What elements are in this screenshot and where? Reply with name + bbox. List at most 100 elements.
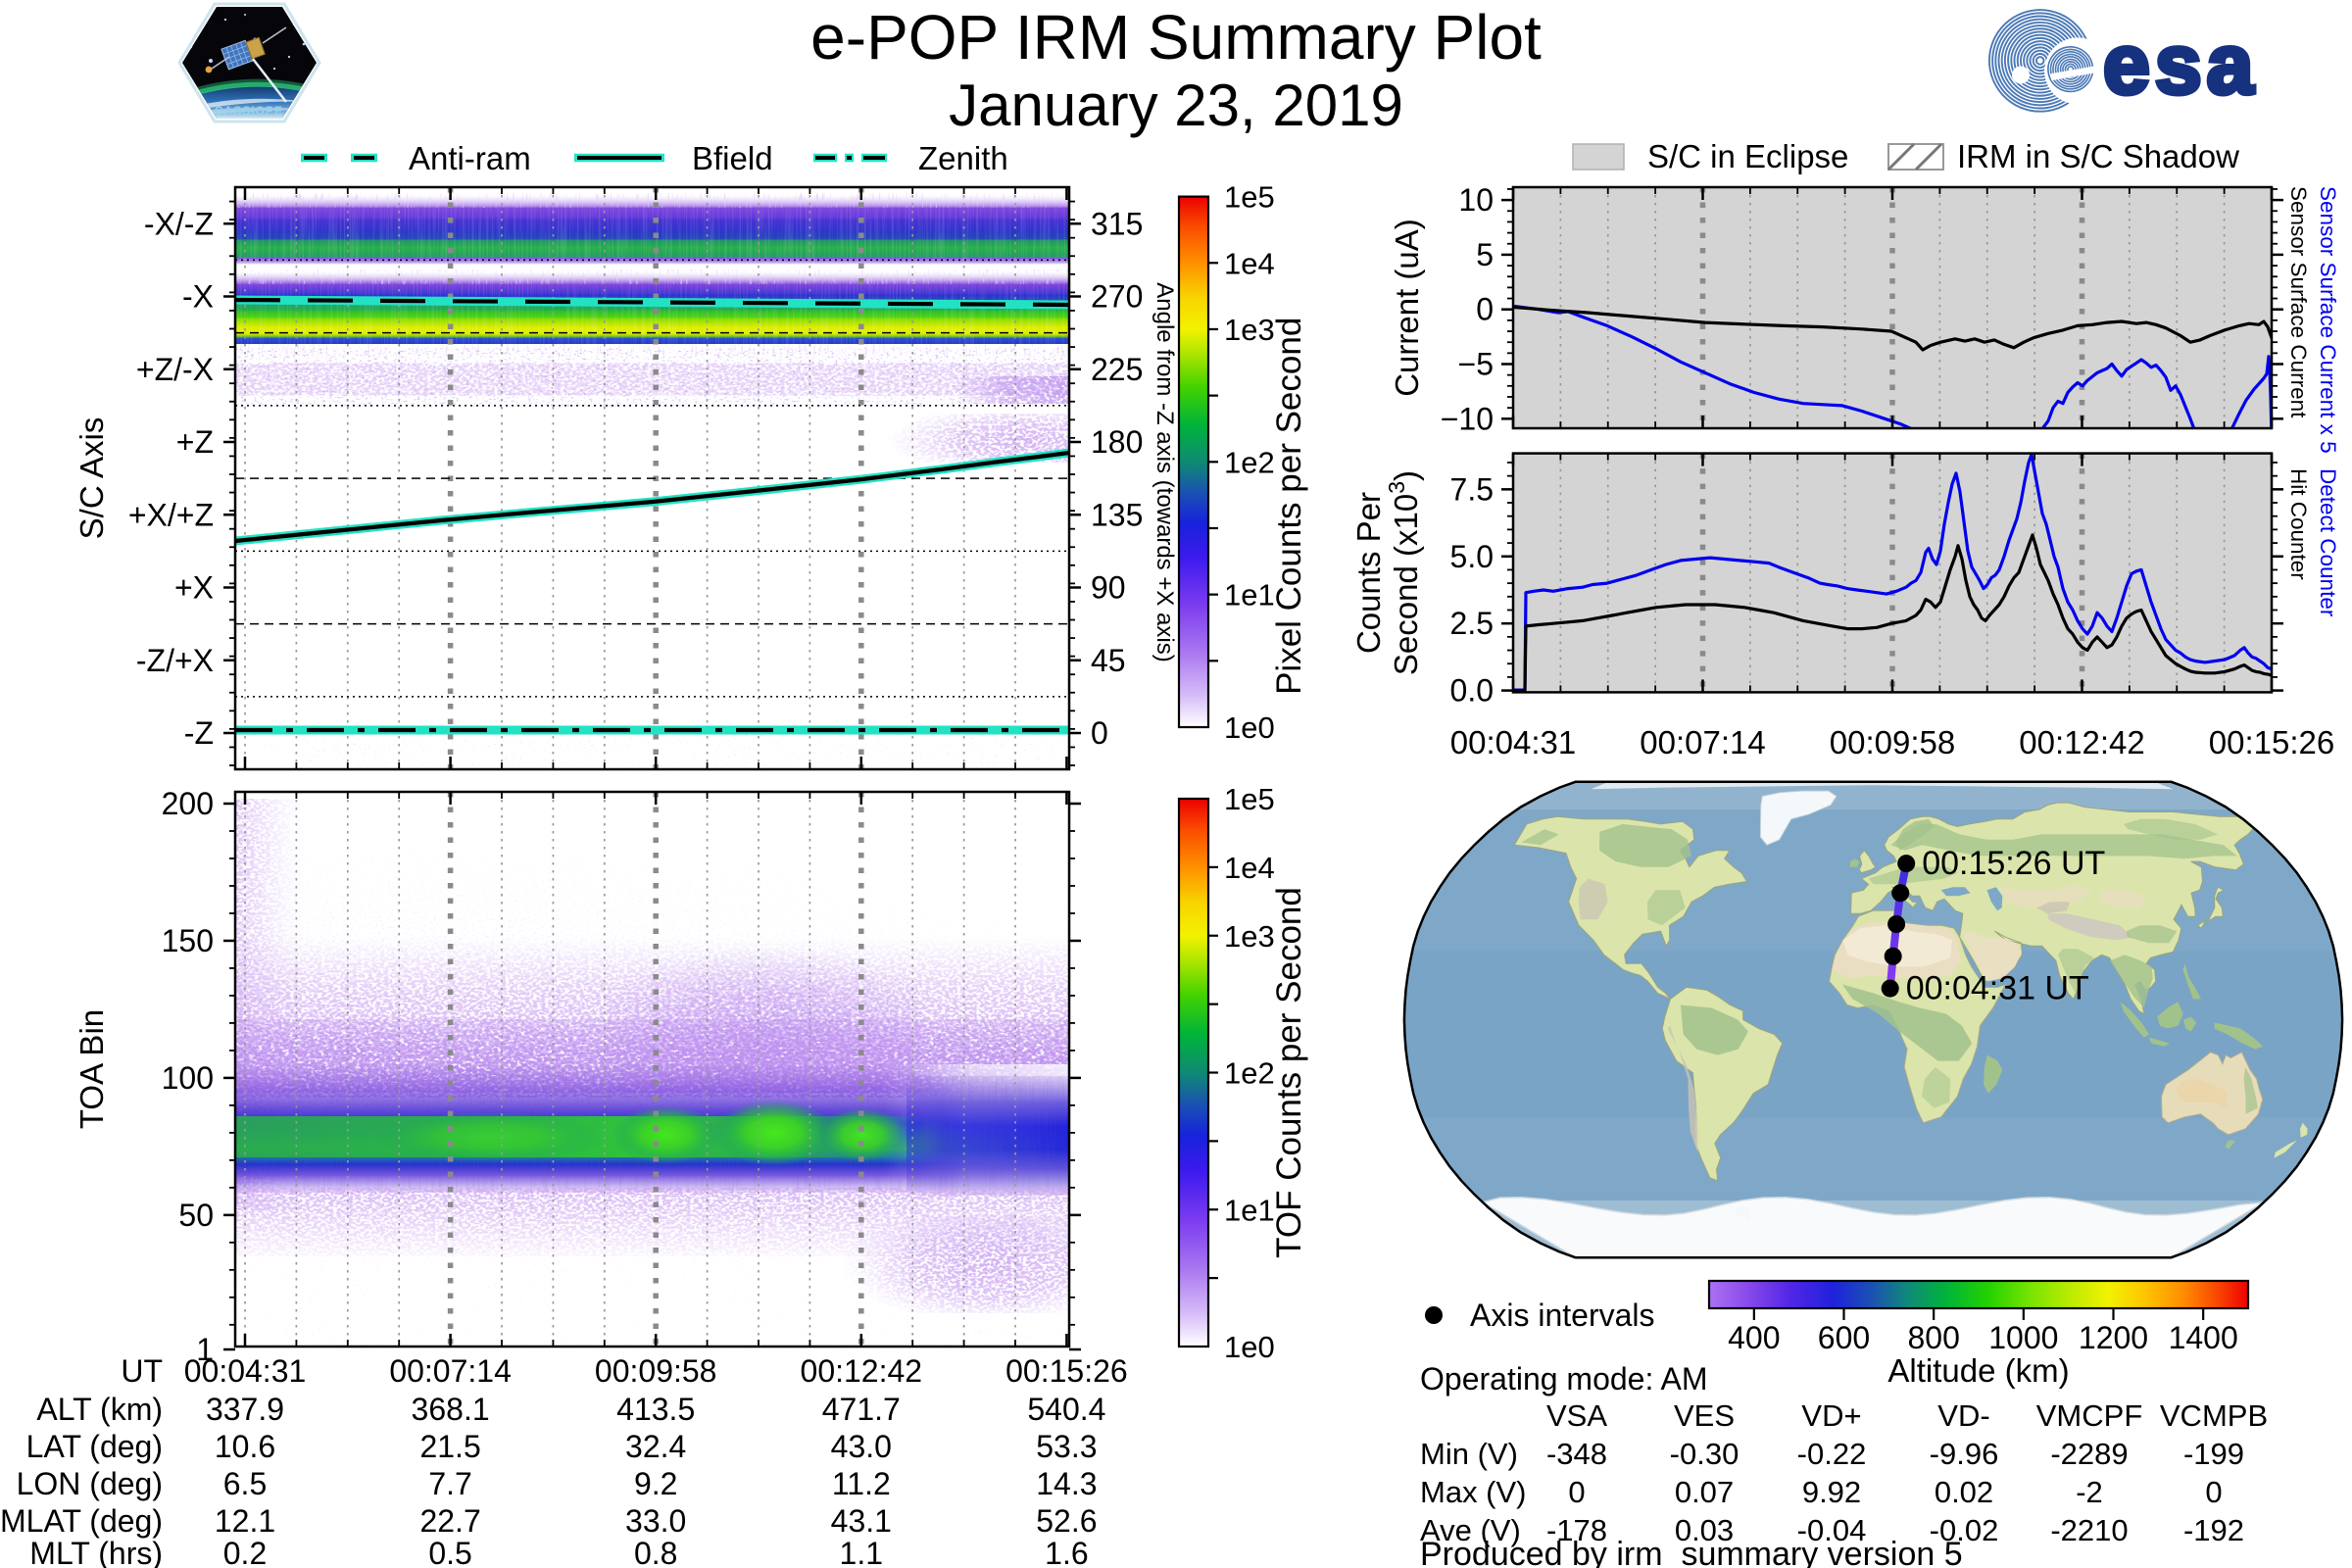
svg-text:TOA Bin: TOA Bin — [74, 1009, 110, 1129]
svg-text:S/C in Eclipse: S/C in Eclipse — [1647, 138, 1848, 174]
svg-text:200: 200 — [162, 786, 214, 821]
svg-text:January 23, 2019: January 23, 2019 — [949, 73, 1403, 138]
svg-text:Anti-ram: Anti-ram — [409, 140, 531, 176]
svg-text:1e2: 1e2 — [1224, 1056, 1275, 1091]
svg-text:Hit Counter: Hit Counter — [2286, 468, 2311, 580]
svg-text:Operating mode: AM: Operating mode: AM — [1420, 1361, 1707, 1396]
svg-text:-178: -178 — [1546, 1513, 1607, 1547]
svg-text:1e1: 1e1 — [1224, 578, 1275, 612]
svg-text:Bfield: Bfield — [692, 140, 773, 176]
svg-text:VMCPF: VMCPF — [2036, 1398, 2143, 1433]
svg-text:0.07: 0.07 — [1675, 1475, 1734, 1509]
svg-text:10: 10 — [1458, 182, 1494, 218]
svg-text:337.9: 337.9 — [206, 1392, 284, 1427]
svg-text:1.1: 1.1 — [840, 1536, 883, 1568]
svg-text:-199: -199 — [2183, 1437, 2244, 1471]
svg-text:-9.96: -9.96 — [1930, 1437, 1999, 1471]
svg-text:21.5: 21.5 — [419, 1429, 480, 1464]
svg-text:-348: -348 — [1546, 1437, 1607, 1471]
svg-text:150: 150 — [162, 923, 214, 958]
svg-text:+Z: +Z — [176, 424, 214, 460]
svg-text:0.5: 0.5 — [428, 1536, 471, 1568]
svg-text:0: 0 — [1091, 715, 1108, 751]
svg-text:MLT (hrs): MLT (hrs) — [29, 1536, 163, 1568]
svg-text:5: 5 — [1476, 237, 1494, 272]
svg-text:50: 50 — [178, 1198, 214, 1233]
svg-text:Min (V): Min (V) — [1420, 1437, 1518, 1471]
svg-text:33.0: 33.0 — [625, 1503, 686, 1539]
svg-text:0: 0 — [1568, 1475, 1585, 1509]
svg-text:Angle from -Z axis (towards +X: Angle from -Z axis (towards +X axis) — [1152, 282, 1178, 662]
svg-text:7.7: 7.7 — [428, 1466, 471, 1501]
svg-text:LON (deg): LON (deg) — [17, 1466, 163, 1501]
svg-text:-X: -X — [182, 279, 214, 315]
svg-text:00:12:42: 00:12:42 — [2019, 724, 2144, 760]
svg-text:MLAT (deg): MLAT (deg) — [0, 1503, 163, 1539]
svg-text:00:07:14: 00:07:14 — [389, 1353, 512, 1389]
svg-text:+Z/-X: +Z/-X — [136, 352, 214, 387]
svg-text:9.92: 9.92 — [1802, 1475, 1861, 1509]
svg-text:-0.22: -0.22 — [1797, 1437, 1867, 1471]
svg-text:471.7: 471.7 — [822, 1392, 901, 1427]
svg-text:43.1: 43.1 — [831, 1503, 892, 1539]
svg-text:Second (x103): Second (x103) — [1384, 470, 1424, 675]
svg-text:00:15:26: 00:15:26 — [1005, 1353, 1128, 1389]
svg-text:VSA: VSA — [1546, 1398, 1607, 1433]
svg-text:00:12:42: 00:12:42 — [801, 1353, 923, 1389]
svg-text:0.0: 0.0 — [1450, 673, 1494, 709]
svg-text:00:09:58: 00:09:58 — [1830, 724, 1955, 760]
svg-text:1e4: 1e4 — [1224, 246, 1275, 280]
svg-text:540.4: 540.4 — [1027, 1392, 1105, 1427]
svg-text:LAT (deg): LAT (deg) — [26, 1429, 163, 1464]
svg-text:1400: 1400 — [2169, 1320, 2238, 1355]
svg-text:VES: VES — [1674, 1398, 1735, 1433]
svg-text:0.2: 0.2 — [223, 1536, 267, 1568]
svg-text:TOF Counts per Second: TOF Counts per Second — [1270, 887, 1308, 1258]
svg-text:11.2: 11.2 — [832, 1466, 891, 1501]
svg-text:-2289: -2289 — [2050, 1437, 2128, 1471]
svg-text:0: 0 — [2205, 1475, 2222, 1509]
svg-text:00:04:31: 00:04:31 — [184, 1353, 307, 1389]
svg-text:Ave (V): Ave (V) — [1420, 1513, 1521, 1547]
svg-text:270: 270 — [1091, 279, 1143, 315]
svg-text:VD-: VD- — [1937, 1398, 1989, 1433]
svg-text:UT: UT — [121, 1353, 163, 1389]
svg-text:368.1: 368.1 — [412, 1392, 490, 1427]
svg-text:IRM in S/C Shadow: IRM in S/C Shadow — [1957, 138, 2239, 174]
svg-text:ALT (km): ALT (km) — [36, 1392, 163, 1427]
svg-text:-2: -2 — [2076, 1475, 2103, 1509]
svg-text:2.5: 2.5 — [1450, 606, 1494, 641]
svg-text:53.3: 53.3 — [1036, 1429, 1097, 1464]
svg-text:Sensor Surface Current x 5: Sensor Surface Current x 5 — [2316, 186, 2340, 454]
svg-text:1e3: 1e3 — [1224, 313, 1275, 347]
svg-text:100: 100 — [162, 1060, 214, 1096]
svg-text:1e2: 1e2 — [1224, 445, 1275, 479]
svg-text:0.03: 0.03 — [1675, 1513, 1734, 1547]
svg-text:VCMPB: VCMPB — [2160, 1398, 2268, 1433]
svg-text:135: 135 — [1091, 497, 1143, 532]
svg-text:Produced by irm_summary versio: Produced by irm_summary version 5 — [1420, 1536, 1963, 1568]
svg-text:esa: esa — [2103, 18, 2259, 112]
svg-text:14.3: 14.3 — [1036, 1466, 1097, 1501]
svg-text:12.1: 12.1 — [215, 1503, 275, 1539]
svg-text:43.0: 43.0 — [831, 1429, 892, 1464]
svg-text:400: 400 — [1728, 1320, 1780, 1355]
svg-text:0: 0 — [1476, 292, 1494, 327]
svg-text:52.6: 52.6 — [1036, 1503, 1097, 1539]
svg-text:Axis intervals: Axis intervals — [1470, 1298, 1655, 1333]
svg-text:Current (uA): Current (uA) — [1389, 219, 1425, 397]
svg-text:VD+: VD+ — [1801, 1398, 1861, 1433]
svg-text:22.7: 22.7 — [419, 1503, 480, 1539]
svg-text:00:15:26 UT: 00:15:26 UT — [1922, 845, 2105, 882]
svg-text:7.5: 7.5 — [1450, 471, 1494, 507]
svg-text:Sensor Surface Current: Sensor Surface Current — [2286, 186, 2311, 418]
svg-text:45: 45 — [1091, 643, 1126, 678]
svg-text:Counts Per: Counts Per — [1350, 492, 1387, 654]
svg-text:CASSIOPE: CASSIOPE — [215, 104, 283, 118]
svg-text:413.5: 413.5 — [616, 1392, 695, 1427]
svg-text:Detect Counter: Detect Counter — [2316, 468, 2340, 617]
svg-text:225: 225 — [1091, 352, 1143, 387]
svg-text:90: 90 — [1091, 570, 1126, 606]
svg-text:00:07:14: 00:07:14 — [1640, 724, 1765, 760]
svg-text:00:04:31 UT: 00:04:31 UT — [1906, 970, 2089, 1007]
